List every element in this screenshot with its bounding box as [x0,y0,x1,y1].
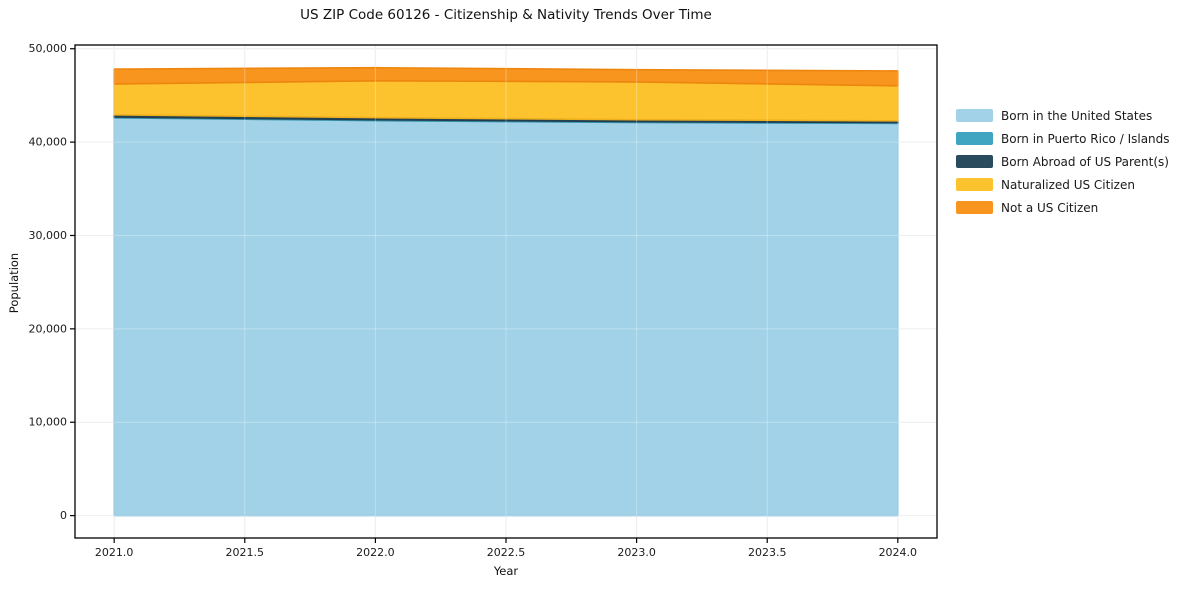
legend: Born in the United States Born in Puerto … [956,104,1170,219]
x-tick-label: 2024.0 [879,546,918,559]
legend-label: Born in the United States [1001,108,1153,123]
chart-title: US ZIP Code 60126 - Citizenship & Nativi… [300,7,712,23]
legend-item: Born Abroad of US Parent(s) [956,150,1170,173]
legend-item: Born in Puerto Rico / Islands [956,127,1170,150]
x-tick-label: 2023.5 [748,546,787,559]
legend-item: Not a US Citizen [956,196,1170,219]
legend-label: Born in Puerto Rico / Islands [1001,131,1170,146]
legend-swatch [956,201,993,214]
x-tick-label: 2021.5 [226,546,265,559]
legend-swatch [956,109,993,122]
x-tick-label: 2023.0 [617,546,656,559]
x-tick-label: 2022.0 [356,546,395,559]
y-tick-label: 50,000 [29,42,68,55]
legend-swatch [956,132,993,145]
x-axis-label: Year [493,564,519,578]
y-tick-label: 30,000 [29,229,68,242]
legend-label: Naturalized US Citizen [1001,177,1135,192]
legend-swatch [956,178,993,191]
legend-swatch [956,155,993,168]
legend-label: Born Abroad of US Parent(s) [1001,154,1169,169]
legend-item: Naturalized US Citizen [956,173,1170,196]
x-tick-label: 2021.0 [95,546,134,559]
y-tick-label: 10,000 [29,416,68,429]
y-tick-label: 0 [60,509,67,522]
legend-label: Not a US Citizen [1001,200,1099,215]
y-tick-label: 20,000 [29,322,68,335]
legend-item: Born in the United States [956,104,1170,127]
x-tick-label: 2022.5 [487,546,526,559]
y-tick-label: 40,000 [29,136,68,149]
area-band-4 [113,66,899,87]
